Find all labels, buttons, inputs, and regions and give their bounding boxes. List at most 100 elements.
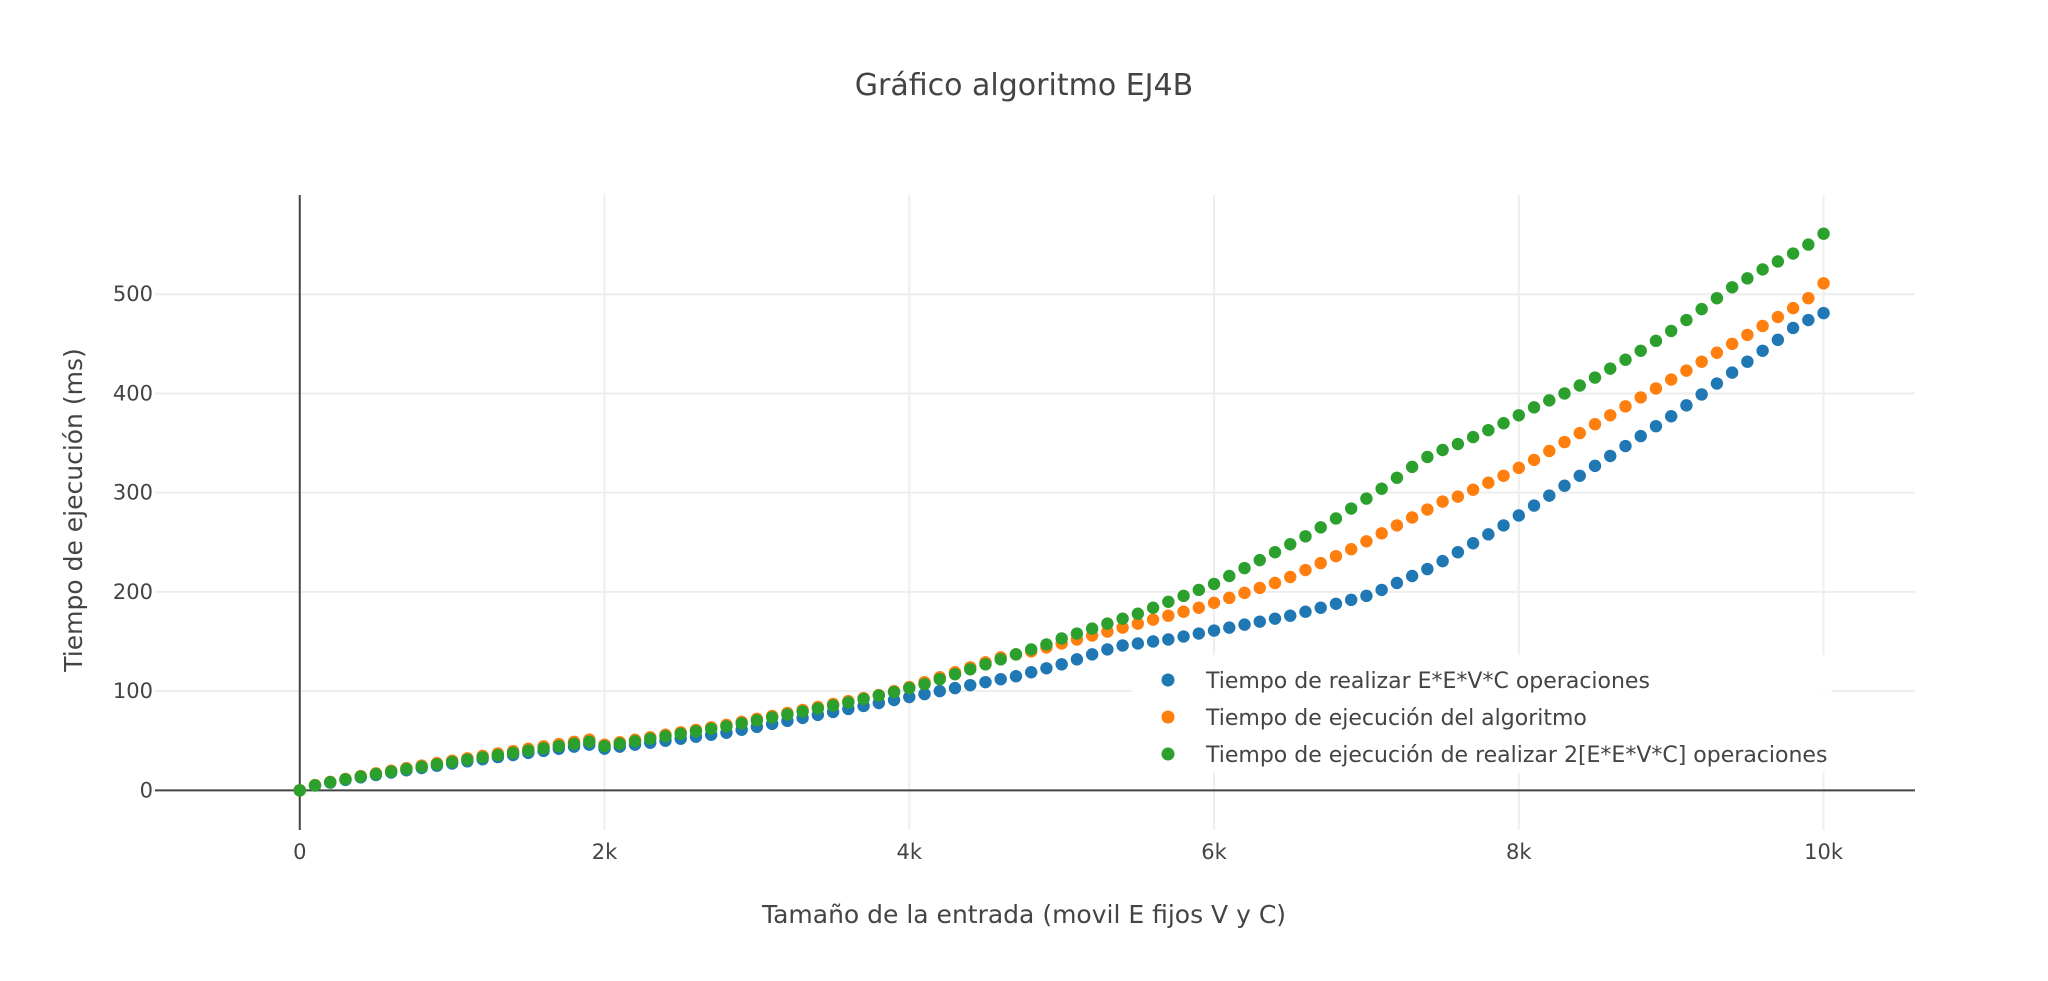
data-point[interactable] — [1558, 387, 1571, 400]
legend[interactable]: Tiempo de realizar E*E*V*C operaciones Ti… — [1132, 655, 1832, 773]
data-point[interactable] — [567, 737, 581, 751]
data-point[interactable] — [1512, 409, 1526, 422]
data-point[interactable] — [400, 762, 413, 776]
data-point[interactable] — [1360, 589, 1373, 603]
data-point[interactable] — [933, 672, 946, 686]
data-point[interactable] — [1070, 627, 1084, 640]
data-point[interactable] — [796, 705, 809, 718]
data-point[interactable] — [1085, 622, 1099, 635]
data-point[interactable] — [1482, 528, 1495, 541]
data-point[interactable] — [1284, 570, 1297, 584]
data-point[interactable] — [1512, 461, 1526, 475]
data-point[interactable] — [1177, 605, 1190, 618]
data-point[interactable] — [1192, 583, 1206, 597]
data-point[interactable] — [1024, 643, 1038, 656]
data-point[interactable] — [1390, 576, 1404, 590]
data-point[interactable] — [735, 717, 748, 730]
data-point[interactable] — [1634, 429, 1647, 443]
data-point[interactable] — [1756, 263, 1769, 276]
data-point[interactable] — [1009, 670, 1023, 683]
data-point[interactable] — [552, 739, 566, 753]
data-point[interactable] — [1329, 549, 1343, 563]
data-point[interactable] — [1634, 344, 1647, 357]
data-point[interactable] — [1101, 617, 1114, 630]
data-point[interactable] — [1177, 589, 1190, 603]
data-point[interactable] — [1710, 346, 1724, 359]
data-point[interactable] — [1756, 319, 1769, 333]
data-point[interactable] — [445, 755, 459, 769]
data-point[interactable] — [537, 742, 550, 755]
data-point[interactable] — [1680, 364, 1693, 377]
data-point[interactable] — [1360, 492, 1373, 505]
data-point[interactable] — [415, 760, 428, 773]
legend-item[interactable]: Tiempo de realizar E*E*V*C operaciones — [1161, 669, 1650, 694]
data-point[interactable] — [1131, 607, 1145, 620]
data-point[interactable] — [1649, 382, 1663, 395]
data-point[interactable] — [1619, 439, 1632, 453]
data-point[interactable] — [308, 779, 322, 792]
data-point[interactable] — [1207, 624, 1221, 637]
data-point[interactable] — [1619, 353, 1632, 366]
data-point[interactable] — [1177, 630, 1190, 643]
data-point[interactable] — [1710, 291, 1724, 305]
data-point[interactable] — [1588, 417, 1602, 431]
data-point[interactable] — [1649, 419, 1663, 433]
data-point[interactable] — [1573, 426, 1586, 440]
data-point[interactable] — [1527, 499, 1541, 512]
data-point[interactable] — [1466, 430, 1480, 444]
data-point[interactable] — [1421, 503, 1434, 516]
data-point[interactable] — [1786, 321, 1800, 335]
data-point[interactable] — [1192, 627, 1206, 640]
data-point[interactable] — [384, 765, 398, 778]
data-point[interactable] — [1070, 653, 1084, 666]
data-point[interactable] — [628, 734, 642, 748]
data-point[interactable] — [1375, 482, 1388, 495]
data-point[interactable] — [1451, 437, 1465, 451]
data-point[interactable] — [1741, 355, 1754, 368]
data-point[interactable] — [1786, 301, 1800, 315]
data-point[interactable] — [1649, 334, 1663, 348]
data-point[interactable] — [1299, 605, 1312, 618]
data-point[interactable] — [369, 767, 383, 781]
data-point[interactable] — [1344, 543, 1358, 556]
data-point[interactable] — [1604, 362, 1617, 375]
data-point[interactable] — [1131, 617, 1145, 630]
data-point[interactable] — [765, 711, 779, 724]
data-point[interactable] — [1207, 596, 1221, 609]
data-point[interactable] — [1009, 648, 1023, 661]
data-point[interactable] — [354, 770, 367, 783]
data-point[interactable] — [1543, 489, 1556, 502]
data-point[interactable] — [1085, 648, 1099, 661]
data-point[interactable] — [1817, 227, 1830, 240]
data-point[interactable] — [887, 685, 901, 699]
data-point[interactable] — [1268, 576, 1282, 590]
data-point[interactable] — [1664, 373, 1678, 386]
data-point[interactable] — [1725, 366, 1739, 379]
data-point[interactable] — [1207, 577, 1221, 591]
data-point[interactable] — [1817, 277, 1830, 290]
data-point[interactable] — [1268, 612, 1282, 625]
data-point[interactable] — [1162, 609, 1175, 622]
data-point[interactable] — [1695, 355, 1708, 368]
data-point[interactable] — [1421, 562, 1434, 576]
data-point[interactable] — [1284, 609, 1297, 622]
data-point[interactable] — [1710, 377, 1724, 390]
data-point[interactable] — [1497, 519, 1510, 532]
data-point[interactable] — [1405, 569, 1419, 583]
data-point[interactable] — [1664, 324, 1678, 338]
data-point[interactable] — [1344, 502, 1358, 515]
data-point[interactable] — [933, 684, 946, 698]
data-point[interactable] — [613, 737, 626, 750]
data-point[interactable] — [964, 678, 977, 692]
data-point[interactable] — [1466, 483, 1480, 496]
data-point[interactable] — [1390, 519, 1404, 532]
data-point[interactable] — [522, 744, 535, 757]
data-point[interactable] — [1314, 601, 1327, 614]
data-point[interactable] — [583, 735, 596, 748]
data-point[interactable] — [979, 658, 992, 671]
data-point[interactable] — [1268, 545, 1282, 559]
data-point[interactable] — [1040, 662, 1053, 675]
data-point[interactable] — [1771, 310, 1785, 324]
data-point[interactable] — [1771, 255, 1785, 268]
data-point[interactable] — [1604, 409, 1617, 422]
